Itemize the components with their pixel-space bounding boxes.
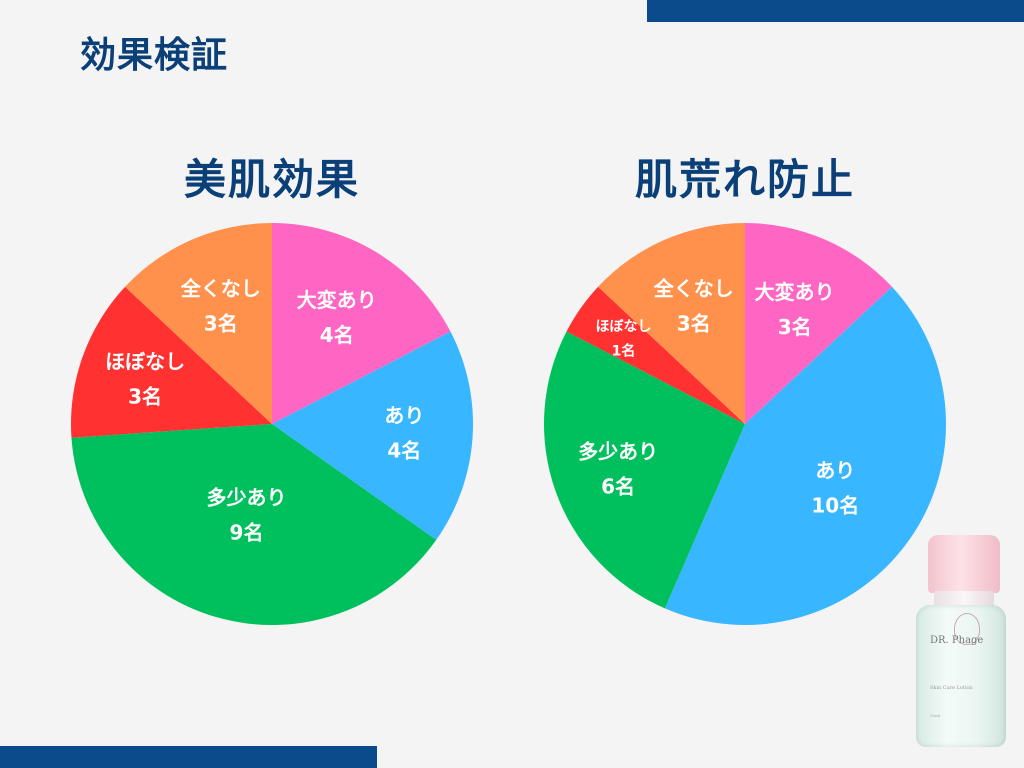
bottle-brand-text: DR. Phage bbox=[930, 635, 984, 646]
pie-slice-0-3 bbox=[71, 286, 272, 438]
pie-slice-label-0-2: 多少あり bbox=[207, 485, 287, 509]
pie-slice-label-0-0: 大変あり bbox=[297, 288, 377, 312]
pie-slice-label-1-3: ほぼなし bbox=[595, 319, 651, 335]
page-title: 効果検証 bbox=[80, 35, 229, 76]
pie-slice-1-2 bbox=[544, 331, 745, 609]
pie-slice-label-0-4: 全くなし bbox=[180, 277, 261, 301]
pie-slice-0-1 bbox=[272, 331, 473, 540]
pie-slice-label-1-2: 多少あり bbox=[578, 440, 658, 464]
pie-slice-count-0-0: 4名 bbox=[320, 323, 354, 347]
pie-slice-count-0-4: 3名 bbox=[204, 312, 238, 336]
bottle-logo-mark bbox=[954, 613, 980, 645]
pie-slice-count-0-2: 9名 bbox=[230, 520, 264, 544]
product-bottle-image: DR. Phage Skin Care Lotion 50ml bbox=[916, 535, 1006, 747]
pie-slice-label-0-3: ほぼなし bbox=[105, 349, 185, 373]
chart-title-skin-beauty: 美肌効果 bbox=[183, 155, 360, 204]
pie-slice-1-1 bbox=[664, 286, 946, 625]
pie-slice-count-1-0: 3名 bbox=[778, 315, 812, 339]
bottom-accent-bar bbox=[0, 746, 377, 768]
pie-slice-count-1-2: 6名 bbox=[601, 475, 635, 499]
bottle-volume-text: 50ml bbox=[930, 713, 941, 718]
pie-slice-count-1-3: 1名 bbox=[612, 342, 636, 359]
pie-slice-label-1-0: 大変あり bbox=[755, 280, 835, 304]
pie-slice-1-0 bbox=[745, 223, 892, 424]
pie-slice-label-1-1: あり bbox=[815, 458, 855, 482]
pie-slice-1-4 bbox=[598, 223, 745, 424]
pie-slice-count-0-1: 4名 bbox=[387, 439, 421, 463]
pie-slice-count-1-1: 10名 bbox=[811, 493, 859, 517]
pie-slice-label-0-1: あり bbox=[384, 404, 424, 428]
bottle-body: DR. Phage Skin Care Lotion 50ml bbox=[916, 605, 1006, 747]
bottle-subtitle-text: Skin Care Lotion bbox=[930, 685, 973, 691]
pie-slice-0-0 bbox=[272, 223, 451, 424]
pie-slice-0-2 bbox=[71, 424, 437, 625]
top-accent-bar bbox=[647, 0, 1024, 22]
pie-slice-count-1-4: 3名 bbox=[677, 312, 711, 336]
pie-slice-0-4 bbox=[125, 223, 272, 424]
bottle-cap bbox=[928, 535, 1000, 593]
chart-title-roughness-prevention: 肌荒れ防止 bbox=[634, 155, 855, 204]
pie-slice-1-3 bbox=[566, 286, 745, 424]
pie-slice-count-0-3: 3名 bbox=[128, 384, 162, 408]
pie-slice-label-1-4: 全くなし bbox=[653, 277, 734, 301]
